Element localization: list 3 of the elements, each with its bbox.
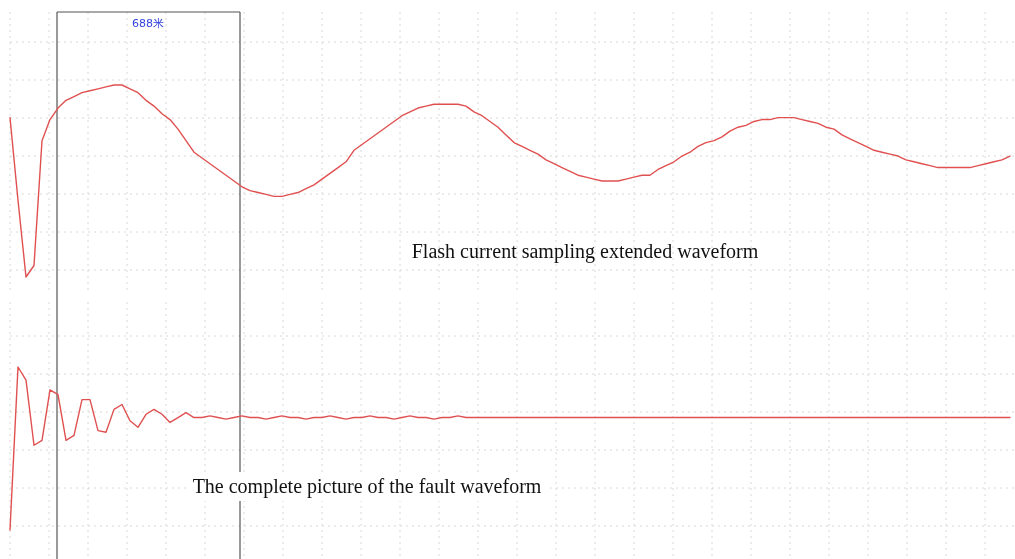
text: 688米 <box>132 17 164 30</box>
annotation: Flash current sampling extended waveform <box>411 240 759 263</box>
annotation: The complete picture of the fault waveform <box>192 475 542 498</box>
